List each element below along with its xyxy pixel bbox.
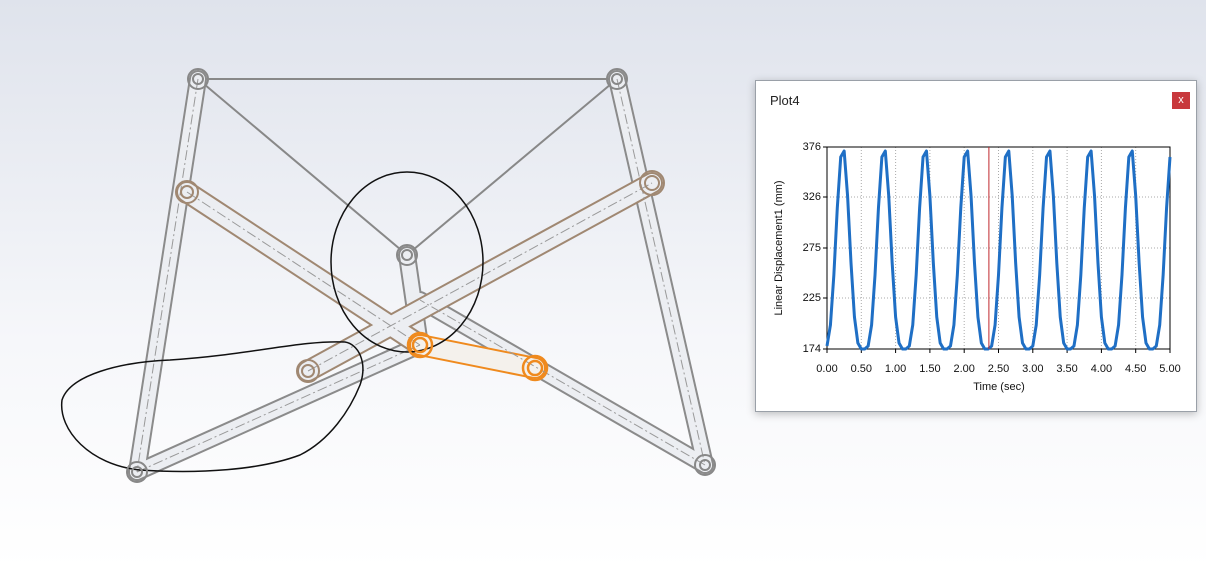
plot-frame (826, 146, 1171, 350)
x-tick-label: 2.50 (988, 363, 1009, 375)
x-tick-label: 2.00 (953, 363, 974, 375)
plot-window: Plot4 x Linear Displacement1 (mm) Time (… (755, 80, 1197, 412)
x-tick-label: 5.00 (1159, 363, 1180, 375)
y-tick-label: 174 (803, 343, 821, 355)
x-tick-label: 4.00 (1091, 363, 1112, 375)
y-tick-label: 376 (803, 141, 821, 153)
x-tick-label: 1.50 (919, 363, 940, 375)
x-tick-label: 0.50 (851, 363, 872, 375)
x-tick-label: 1.00 (885, 363, 906, 375)
y-tick-label: 225 (803, 292, 821, 304)
data-line (825, 149, 1172, 351)
mechanism (60, 68, 716, 483)
window-title: Plot4 (770, 93, 800, 108)
x-axis-label: Time (sec) (973, 381, 1025, 393)
close-button[interactable]: x (1172, 92, 1190, 109)
y-tick-label: 326 (803, 191, 821, 203)
x-tick-label: 0.00 (816, 363, 837, 375)
y-axis-label: Linear Displacement1 (mm) (773, 180, 785, 315)
y-tick-label: 275 (803, 242, 821, 254)
x-tick-label: 4.50 (1125, 363, 1146, 375)
chart: Linear Displacement1 (mm) Time (sec) 174… (773, 141, 1181, 393)
x-tick-label: 3.50 (1056, 363, 1077, 375)
x-tick-label: 3.00 (1022, 363, 1043, 375)
